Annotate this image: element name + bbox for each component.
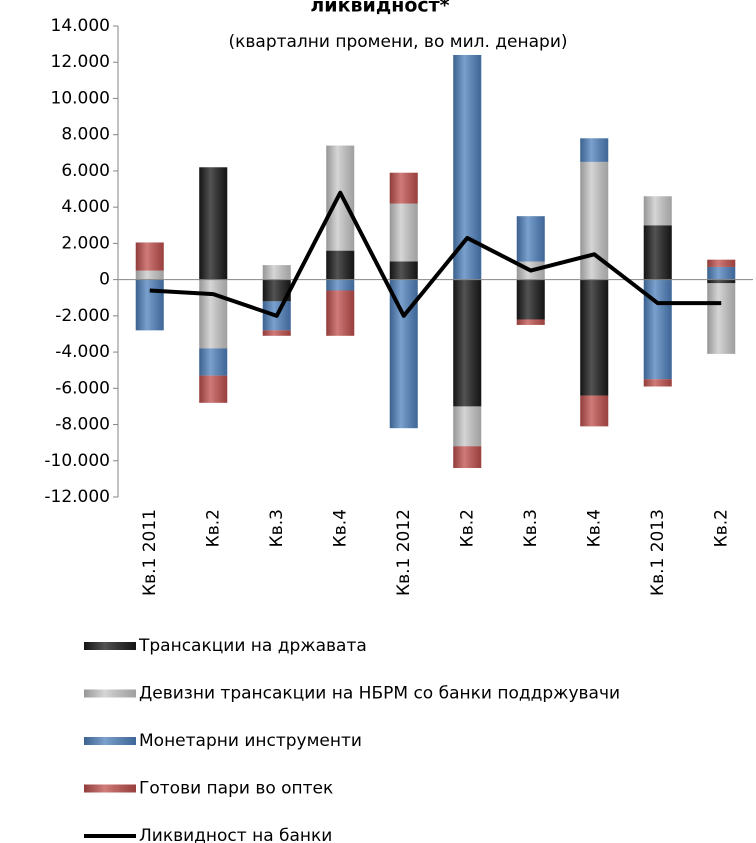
bar-shade: [453, 279, 482, 407]
legend-label: Готови пари во оптек: [139, 779, 333, 799]
bar-shade: [453, 54, 482, 280]
bar-shade: [199, 279, 228, 349]
bar-shade: [135, 279, 164, 331]
bar-shade: [580, 279, 609, 396]
line: [149, 190, 722, 318]
bar-shade: [262, 265, 291, 280]
bar-shade: [326, 145, 355, 251]
bar-shade: [707, 279, 736, 284]
bar-shade: [199, 348, 228, 376]
bar-shade: [580, 138, 609, 162]
y-tick-label: 2.000: [61, 233, 110, 253]
legend-label: Трансакции на државата: [138, 636, 367, 656]
x-tick-label: Кв.2: [457, 509, 477, 547]
y-tick-label: 8.000: [61, 125, 110, 145]
bar-shade: [326, 250, 355, 280]
legend-swatch-shade: [84, 642, 136, 650]
legend-swatch-shade: [84, 689, 136, 698]
bar-shade: [707, 283, 736, 354]
bar-shade: [516, 216, 545, 262]
bar-shade: [135, 242, 164, 271]
bar-shade: [135, 270, 164, 280]
bar-shade: [326, 290, 355, 336]
y-tick-label: 6.000: [61, 161, 110, 181]
bar-shade: [389, 172, 418, 204]
bar-shade: [707, 266, 736, 280]
legend-label: Ликвидност на банки: [139, 826, 332, 843]
bar-shade: [707, 259, 736, 267]
bar-shade: [199, 167, 228, 280]
x-tick-label: Кв.1 2013: [648, 509, 668, 596]
x-tick-label: Кв.1 2012: [394, 509, 414, 596]
y-tick-label: 10.000: [51, 88, 110, 108]
chart-title: ликвидност*: [310, 0, 449, 17]
bar-shade: [580, 395, 609, 427]
bar-shade: [643, 225, 672, 280]
bar-shade: [516, 319, 545, 325]
y-tick-label: -8.000: [55, 415, 110, 435]
y-tick-label: -6.000: [55, 378, 110, 398]
x-tick-label: Кв.1 2011: [140, 509, 160, 596]
bar-shade: [199, 375, 228, 403]
legend-label: Девизни трансакции на НБРМ со банки подд…: [139, 684, 620, 704]
x-tick-label: Кв.3: [521, 509, 541, 547]
bar-shade: [453, 406, 482, 447]
legend-label: Монетарни инструменти: [139, 731, 362, 751]
y-tick-label: 4.000: [61, 197, 110, 217]
bar-shade: [643, 379, 672, 387]
x-tick-label: Кв.3: [267, 509, 287, 547]
x-tick-label: Кв.2: [711, 509, 731, 547]
legend-swatch-shade: [84, 737, 136, 745]
bar-shade: [262, 279, 291, 302]
y-tick-label: -10.000: [44, 451, 110, 471]
y-tick-label: -2.000: [55, 306, 110, 326]
x-tick-label: Кв.2: [203, 509, 223, 547]
y-tick-label: 12.000: [51, 52, 110, 72]
chart-subtitle: (квартални промени, во мил. денари): [228, 32, 567, 52]
bar-shade: [389, 203, 418, 262]
bar-shade: [389, 261, 418, 280]
bar-shade: [262, 330, 291, 336]
y-tick-label: -4.000: [55, 342, 110, 362]
bar-shade: [516, 279, 545, 320]
bar-shade: [326, 279, 355, 291]
y-tick-label: 0: [99, 270, 110, 290]
bar-shade: [453, 446, 482, 469]
y-tick-label: -12.000: [44, 487, 110, 507]
x-tick-label: Кв.4: [584, 509, 604, 547]
legend-swatch-shade: [84, 784, 136, 793]
x-tick-label: Кв.4: [330, 509, 350, 547]
bar-shade: [643, 196, 672, 226]
y-tick-label: 14.000: [51, 16, 110, 36]
